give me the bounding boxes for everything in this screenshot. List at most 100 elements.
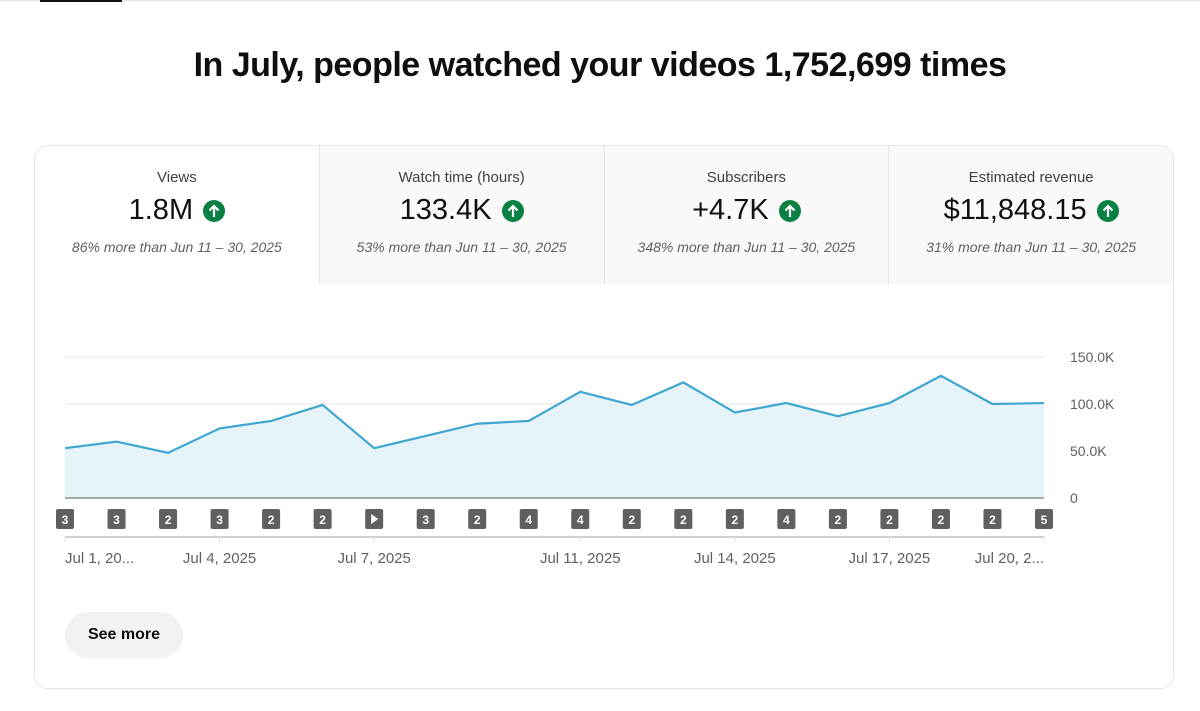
metric-value: 1.8M — [128, 194, 194, 226]
views-chart: 0 50.0K 100.0K 150.0K 3 3 2 3 2 2 3 2 4 4 2 2 2 4 2 2 2 2 5 Jul… — [56, 349, 1115, 567]
video-marker[interactable]: 2 — [931, 509, 950, 529]
summary-card: Views 1.8M 86% more than Jun 11 – 30, 20… — [34, 145, 1174, 689]
marker-count: 2 — [886, 513, 893, 527]
data-point — [784, 401, 788, 405]
metric-tabs: Views 1.8M 86% more than Jun 11 – 30, 20… — [35, 146, 1173, 284]
video-marker[interactable]: 2 — [674, 509, 693, 529]
video-marker[interactable]: 2 — [983, 509, 1002, 529]
play-icon — [371, 514, 379, 524]
video-marker[interactable]: 2 — [262, 509, 281, 529]
marker-count: 2 — [165, 513, 172, 527]
page-title: In July, people watched your videos 1,75… — [193, 46, 1007, 84]
data-point — [475, 422, 479, 426]
x-tick-label: Jul 1, 20... — [65, 550, 134, 567]
data-point — [887, 401, 891, 405]
metric-label: Subscribers — [706, 169, 786, 186]
data-point — [269, 419, 273, 423]
metric-comparison: 53% more than Jun 11 – 30, 2025 — [356, 239, 567, 255]
marker-count: 2 — [835, 513, 842, 527]
data-point — [990, 402, 994, 406]
area-fill — [65, 375, 1044, 498]
video-marker[interactable]: 3 — [107, 509, 126, 529]
marker-count: 2 — [989, 513, 996, 527]
marker-count: 5 — [1041, 513, 1048, 527]
data-point — [372, 446, 376, 450]
arrow-up-icon — [778, 199, 801, 222]
video-marker[interactable]: 4 — [519, 509, 538, 529]
data-point — [939, 374, 943, 378]
x-tick-label: Jul 7, 2025 — [337, 550, 410, 567]
marker-count: 3 — [422, 513, 429, 527]
metric-label: Estimated revenue — [968, 169, 1094, 186]
video-marker[interactable] — [365, 509, 384, 529]
video-marker[interactable]: 2 — [159, 509, 178, 529]
data-point — [115, 440, 119, 444]
marker-count: 2 — [628, 513, 635, 527]
video-marker[interactable]: 3 — [56, 509, 74, 529]
arrow-up-icon — [1096, 199, 1119, 222]
metric-tab-views[interactable]: Views 1.8M 86% more than Jun 11 – 30, 20… — [35, 146, 319, 284]
metric-comparison: 86% more than Jun 11 – 30, 2025 — [71, 239, 282, 255]
video-marker[interactable]: 2 — [468, 509, 487, 529]
video-marker[interactable]: 4 — [777, 509, 796, 529]
x-tick-label: Jul 11, 2025 — [540, 550, 621, 567]
data-point — [218, 426, 222, 430]
data-point — [166, 451, 170, 455]
marker-count: 2 — [268, 513, 275, 527]
x-tick-label: Jul 17, 2025 — [849, 550, 931, 567]
y-tick-label: 150.0K — [1070, 349, 1115, 365]
video-marker[interactable]: 2 — [622, 509, 641, 529]
arrow-up-icon — [203, 199, 226, 222]
video-marker[interactable]: 4 — [571, 509, 590, 529]
x-tick-label: Jul 14, 2025 — [694, 550, 776, 567]
marker-count: 2 — [680, 513, 687, 527]
video-marker[interactable]: 2 — [828, 509, 847, 529]
data-point — [578, 390, 582, 394]
views-line — [64, 374, 1045, 455]
y-tick-label: 50.0K — [1070, 443, 1107, 459]
data-point — [630, 403, 634, 407]
marker-count: 4 — [525, 513, 532, 527]
marker-count: 2 — [474, 513, 481, 527]
x-tick-label: Jul 4, 2025 — [183, 550, 256, 567]
data-point — [836, 414, 840, 418]
video-marker[interactable]: 3 — [210, 509, 229, 529]
marker-count: 4 — [577, 513, 584, 527]
video-marker[interactable]: 2 — [313, 509, 332, 529]
metric-label: Views — [157, 169, 197, 186]
marker-count: 4 — [783, 513, 790, 527]
marker-count: 3 — [62, 513, 69, 527]
metric-tab-subscribers[interactable]: Subscribers +4.7K 348% more than Jun 11 … — [603, 146, 889, 284]
data-point — [1042, 401, 1046, 405]
video-marker[interactable]: 5 — [1035, 509, 1053, 529]
data-point — [527, 419, 531, 423]
metric-comparison: 348% more than Jun 11 – 30, 2025 — [637, 239, 856, 255]
arrow-up-icon — [501, 199, 524, 222]
data-point — [424, 434, 428, 438]
see-more-button[interactable]: See more — [65, 612, 183, 658]
marker-count: 3 — [216, 513, 223, 527]
y-tick-label: 0 — [1070, 490, 1078, 506]
metric-label: Watch time (hours) — [398, 169, 525, 186]
metric-tab-estimated-revenue[interactable]: Estimated revenue $11,848.15 31% more th… — [888, 146, 1173, 284]
metric-value: 133.4K — [399, 194, 492, 226]
data-point — [681, 380, 685, 384]
marker-count: 3 — [113, 513, 120, 527]
x-tick-label: Jul 20, 2... — [975, 550, 1044, 567]
metric-value: $11,848.15 — [943, 194, 1087, 226]
video-marker[interactable]: 3 — [416, 509, 435, 529]
active-tab-indicator — [40, 0, 122, 2]
marker-count: 2 — [319, 513, 326, 527]
metric-value: +4.7K — [692, 194, 769, 226]
metric-comparison: 31% more than Jun 11 – 30, 2025 — [926, 239, 1137, 255]
metric-tab-watch-time-hours[interactable]: Watch time (hours) 133.4K 53% more than … — [318, 146, 604, 284]
data-point — [733, 410, 737, 414]
marker-count: 2 — [938, 513, 945, 527]
video-marker[interactable]: 2 — [725, 509, 744, 529]
data-point — [63, 446, 67, 450]
top-divider — [0, 0, 1200, 1]
y-tick-label: 100.0K — [1070, 396, 1115, 412]
video-marker[interactable]: 2 — [880, 509, 899, 529]
marker-count: 2 — [731, 513, 738, 527]
data-point — [321, 403, 325, 407]
